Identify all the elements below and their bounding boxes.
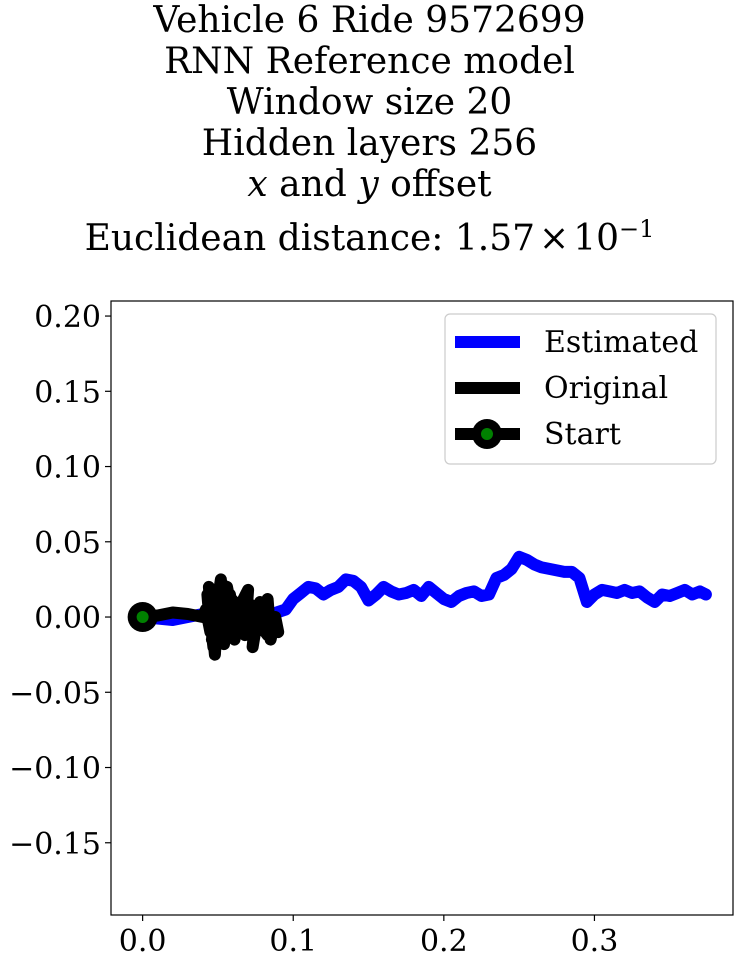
legend-label-estimated: Estimated	[544, 325, 698, 360]
y-tick-label: 0.05	[34, 526, 101, 561]
y-tick-label: 0.15	[34, 375, 101, 410]
y-tick-label: 0.00	[34, 601, 101, 636]
title-var-y: y	[358, 164, 379, 205]
legend-start-marker-face	[481, 428, 493, 440]
x-tick-label: 0.2	[420, 924, 468, 959]
legend-label-original: Original	[544, 371, 668, 406]
start-marker-face	[136, 611, 149, 624]
series-layer	[127, 550, 712, 661]
distance-base: 10	[573, 218, 620, 259]
title-line: Window size 20	[226, 82, 513, 123]
chart-title: Vehicle 6 Ride 9572699 RNN Reference mod…	[0, 0, 739, 259]
series-line-estimated	[136, 550, 712, 626]
distance-times: ×	[539, 218, 570, 259]
y-tick-label: 0.20	[34, 300, 101, 335]
y-axis: 0.20 0.15 0.10 0.05 0.00 −0.05 −0.10 −0.15	[9, 300, 111, 862]
distance-exponent: −1	[619, 215, 655, 243]
title-line: RNN Reference model	[164, 41, 575, 82]
x-axis: 0.0 0.1 0.2 0.3	[119, 915, 619, 959]
y-tick-label: 0.10	[34, 451, 101, 486]
x-tick-label: 0.3	[571, 924, 619, 959]
distance-prefix: Euclidean distance:	[84, 218, 455, 259]
title-distance-line: Euclidean distance: 1.57 × 10−1	[0, 209, 739, 259]
title-offset-word: offset	[390, 164, 492, 205]
y-tick-label: −0.10	[9, 752, 101, 787]
legend-label-start: Start	[544, 417, 621, 452]
title-offset-line: x and y offset	[0, 164, 739, 205]
title-conj: and	[279, 164, 347, 205]
legend: Estimated Original Start	[444, 313, 717, 465]
title-line: Hidden layers 256	[201, 123, 538, 164]
title-line: Vehicle 6 Ride 9572699	[153, 0, 586, 41]
plot-frame	[110, 300, 734, 916]
legend-box	[444, 313, 717, 465]
distance-mantissa: 1.57	[454, 218, 536, 259]
series-line-original	[136, 573, 285, 661]
y-tick-label: −0.05	[9, 676, 101, 711]
y-tick-label: −0.15	[9, 827, 101, 862]
title-var-x: x	[247, 164, 268, 205]
x-tick-label: 0.0	[119, 924, 167, 959]
x-tick-label: 0.1	[269, 924, 317, 959]
